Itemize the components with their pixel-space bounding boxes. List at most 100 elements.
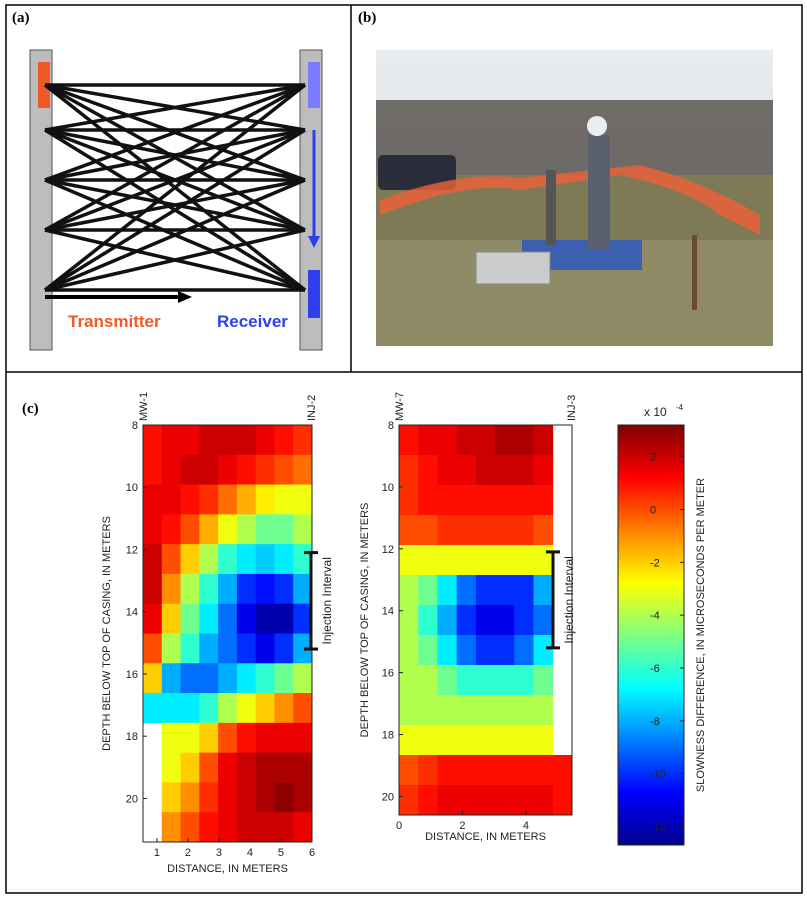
heatmap-cell (399, 725, 419, 756)
heatmap-cell (274, 782, 294, 813)
heatmap-cell (418, 575, 438, 606)
heatmap-cell (475, 575, 496, 606)
heatmap-cell (456, 455, 477, 486)
heatmap-cell (475, 515, 496, 546)
well-label: MW-7 (394, 392, 406, 421)
transmitter-marker (38, 62, 50, 108)
heatmap-cell (293, 484, 313, 515)
heatmap-cell (180, 454, 200, 485)
heatmap-cell (255, 603, 275, 634)
ray (44, 178, 306, 232)
heatmap-cell (495, 455, 515, 486)
heatmap-cell (514, 455, 534, 486)
arrowhead (308, 236, 320, 248)
heatmap-cell (218, 484, 238, 515)
heatmap-cell (533, 665, 554, 696)
heatmap-cell (293, 633, 313, 664)
receiver-label: Receiver (217, 312, 288, 331)
heatmap-cell (199, 782, 219, 813)
heatmap-cell (161, 573, 181, 605)
heatmap-cell (199, 693, 219, 724)
well-label: MW-1 (138, 392, 150, 421)
y-tick-label: 14 (126, 607, 138, 619)
heatmap-cell (180, 514, 200, 545)
colorbar-tick-label: -8 (650, 716, 660, 728)
heatmap-cell (418, 635, 438, 666)
heatmap-cell (218, 633, 238, 664)
ray (44, 83, 306, 182)
heatmap-cell (255, 693, 275, 724)
heatmap-cell (495, 695, 515, 726)
post (692, 235, 697, 310)
y-tick-label: 14 (382, 606, 394, 618)
ray (44, 83, 306, 232)
heatmap-cell (437, 425, 458, 456)
receiver-marker (308, 270, 320, 318)
colorbar-tick-label: -10 (650, 769, 666, 781)
panel-label: (a) (12, 10, 30, 26)
well-label: INJ-2 (306, 395, 318, 421)
heatmap-cell (293, 514, 313, 545)
heatmap-cell (218, 425, 238, 456)
y-tick-label: 18 (126, 731, 138, 743)
y-tick-label: 8 (388, 420, 394, 432)
helmet (587, 116, 607, 136)
heatmap-cell (293, 752, 313, 783)
y-tick-label: 16 (126, 669, 138, 681)
heatmap-cell (293, 603, 313, 634)
heatmap-cell (161, 514, 181, 545)
heatmap-cell (199, 573, 219, 605)
heatmap-cell (199, 454, 219, 485)
heatmap-cell (218, 693, 238, 724)
heatmap-cell (143, 514, 163, 545)
heatmap-cell (437, 665, 458, 696)
heatmap-cell (180, 782, 200, 813)
heatmap-cell (475, 635, 496, 666)
heatmap-cell (418, 665, 438, 696)
equipment-case (475, 251, 551, 285)
ray (43, 83, 307, 292)
heatmap-cell (274, 484, 294, 515)
heatmap-cell (533, 635, 554, 666)
heatmap-cell (552, 785, 573, 816)
ray (44, 128, 306, 182)
heatmap-cell (533, 515, 554, 546)
heatmap-cell (533, 575, 554, 606)
heatmap-cell (236, 663, 257, 694)
heatmap-cell (533, 755, 554, 786)
heatmap-cell (236, 603, 257, 634)
heatmap-cell (475, 455, 496, 486)
heatmap-cell (199, 752, 219, 783)
heatmap-cell (180, 663, 200, 694)
heatmap-cell (199, 544, 219, 575)
heatmap-cell (143, 603, 163, 634)
x-axis-title: DISTANCE, IN METERS (167, 863, 288, 875)
heatmap-cell (495, 425, 515, 456)
heatmap-cell (456, 755, 477, 786)
heatmap-cell (180, 544, 200, 575)
heatmap-cell (143, 544, 163, 575)
heatmap-cell (437, 575, 458, 606)
x-tick-label: 2 (185, 847, 191, 859)
heatmap-cell (236, 722, 257, 754)
y-tick-label: 10 (126, 482, 138, 494)
heatmap-cell (293, 722, 313, 754)
heatmap-cell (161, 722, 181, 754)
heatmap-cell (514, 515, 534, 546)
heatmap-cell (437, 545, 458, 576)
ray (44, 178, 306, 292)
heatmap-cell (255, 454, 275, 485)
heatmap-cell (180, 603, 200, 634)
heatmap-cell (437, 785, 458, 816)
heatmap-cell (293, 454, 313, 485)
truck (378, 155, 456, 190)
y-tick-label: 10 (382, 482, 394, 494)
heatmap-cell (161, 693, 181, 724)
casing (29, 49, 53, 351)
heatmap-cell (456, 785, 477, 816)
heatmap-cell (218, 454, 238, 485)
colorbar (617, 424, 685, 846)
y-tick-label: 12 (126, 544, 138, 556)
heatmap-cell (293, 693, 313, 724)
